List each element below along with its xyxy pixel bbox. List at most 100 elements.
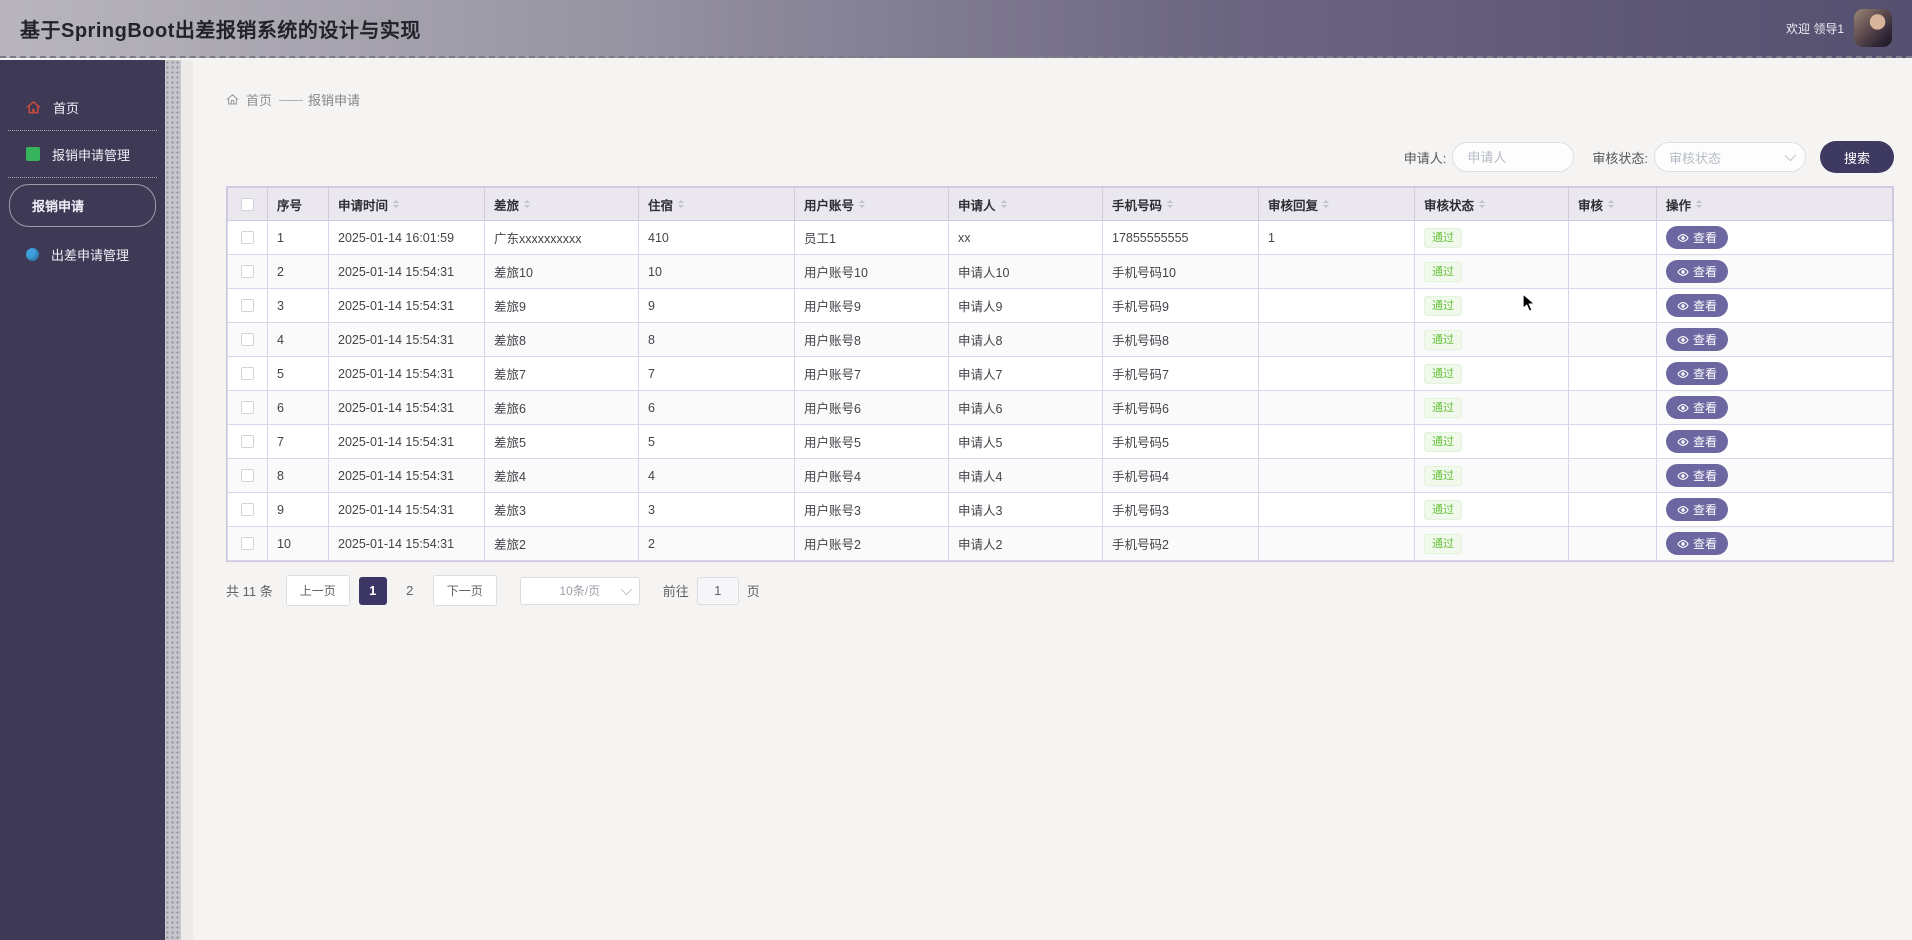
cell-apply-time: 2025-01-14 15:54:31 bbox=[328, 458, 485, 493]
column-header-6[interactable]: 申请人 bbox=[948, 187, 1103, 221]
chevron-down-icon bbox=[620, 583, 632, 595]
cell-account: 用户账号9 bbox=[794, 288, 949, 323]
status-select[interactable]: 审核状态 bbox=[1653, 142, 1806, 172]
sort-icon[interactable] bbox=[393, 200, 400, 208]
goto-page-input[interactable] bbox=[696, 576, 739, 605]
row-checkbox[interactable] bbox=[241, 401, 254, 414]
column-header-10[interactable]: 审核 bbox=[1568, 187, 1657, 221]
view-button[interactable]: 查看 bbox=[1666, 464, 1729, 487]
table-body: 1 2025-01-14 16:01:59 广东xxxxxxxxxx 410 员… bbox=[227, 220, 1893, 561]
applicant-input[interactable] bbox=[1452, 142, 1575, 172]
row-checkbox[interactable] bbox=[241, 367, 254, 380]
view-button[interactable]: 查看 bbox=[1666, 396, 1729, 419]
row-checkbox[interactable] bbox=[241, 333, 254, 346]
cell-trip: 差旅9 bbox=[484, 288, 639, 323]
status-badge: 通过 bbox=[1424, 363, 1462, 384]
sidebar-item-label: 出差申请管理 bbox=[51, 247, 130, 263]
sort-icon[interactable] bbox=[524, 200, 531, 208]
cell-audit-status: 通过 bbox=[1414, 492, 1569, 527]
cell-trip: 差旅7 bbox=[484, 356, 639, 391]
cell-apply-time: 2025-01-14 15:54:31 bbox=[328, 322, 485, 357]
goto-suffix: 页 bbox=[746, 584, 760, 599]
column-header-8[interactable]: 审核回复 bbox=[1258, 187, 1415, 221]
sidebar-item-trip-manage[interactable]: 出差申请管理 bbox=[0, 233, 165, 275]
cell-audit-status: 通过 bbox=[1414, 356, 1569, 391]
column-header-3[interactable]: 差旅 bbox=[484, 187, 639, 221]
sort-icon[interactable] bbox=[859, 200, 866, 208]
column-header-2[interactable]: 申请时间 bbox=[328, 187, 485, 221]
blue-circle-icon bbox=[26, 247, 39, 261]
row-checkbox[interactable] bbox=[241, 537, 254, 550]
row-checkbox[interactable] bbox=[241, 299, 254, 312]
cell-phone: 手机号码9 bbox=[1102, 288, 1259, 323]
cell-audit-status: 通过 bbox=[1414, 288, 1569, 323]
table-row: 1 2025-01-14 16:01:59 广东xxxxxxxxxx 410 员… bbox=[227, 220, 1893, 255]
cell-audit bbox=[1568, 356, 1657, 391]
cell-account: 用户账号8 bbox=[794, 322, 949, 357]
row-checkbox[interactable] bbox=[241, 265, 254, 278]
sort-icon[interactable] bbox=[1167, 200, 1174, 208]
sort-icon[interactable] bbox=[1323, 200, 1330, 208]
column-header-11[interactable]: 操作 bbox=[1656, 187, 1893, 221]
view-button[interactable]: 查看 bbox=[1666, 498, 1729, 521]
welcome-text: 欢迎 领导1 bbox=[1785, 21, 1844, 36]
view-button-label: 查看 bbox=[1693, 231, 1718, 245]
cell-audit bbox=[1568, 220, 1657, 255]
column-header-7[interactable]: 手机号码 bbox=[1102, 187, 1259, 221]
cell-applicant: 申请人4 bbox=[948, 458, 1103, 493]
breadcrumb-home-icon bbox=[226, 94, 239, 105]
column-header-4[interactable]: 住宿 bbox=[638, 187, 795, 221]
view-button[interactable]: 查看 bbox=[1666, 532, 1729, 555]
sidebar-item-home[interactable]: 首页 bbox=[0, 86, 165, 128]
cell-applicant: 申请人9 bbox=[948, 288, 1103, 323]
cell-seq: 2 bbox=[267, 254, 329, 289]
cell-phone: 手机号码10 bbox=[1102, 254, 1259, 289]
row-checkbox[interactable] bbox=[241, 469, 254, 482]
view-button[interactable]: 查看 bbox=[1666, 328, 1729, 351]
view-button-label: 查看 bbox=[1693, 333, 1718, 347]
sidebar-item-reimburse-apply[interactable]: 报销申请 bbox=[9, 184, 156, 227]
prev-page-button[interactable]: 上一页 bbox=[285, 575, 350, 606]
view-button[interactable]: 查看 bbox=[1666, 226, 1729, 249]
sort-icon[interactable] bbox=[1608, 200, 1615, 208]
page-size-select[interactable]: 10条/页 bbox=[519, 576, 640, 605]
page-number-1[interactable]: 1 bbox=[358, 576, 387, 605]
cell-hotel: 7 bbox=[638, 356, 795, 391]
cell-actions: 查看 bbox=[1656, 322, 1893, 357]
view-button[interactable]: 查看 bbox=[1666, 260, 1729, 283]
breadcrumb-home[interactable]: 首页 bbox=[246, 93, 273, 108]
sidebar-item-label: 报销申请 bbox=[32, 199, 85, 214]
sort-icon[interactable] bbox=[678, 200, 685, 208]
sidebar-scrollbar[interactable] bbox=[165, 60, 181, 940]
view-button[interactable]: 查看 bbox=[1666, 362, 1729, 385]
cell-audit bbox=[1568, 288, 1657, 323]
status-badge: 通过 bbox=[1424, 397, 1462, 418]
select-all-checkbox[interactable] bbox=[241, 197, 254, 211]
row-checkbox[interactable] bbox=[241, 231, 254, 244]
user-avatar[interactable] bbox=[1854, 9, 1892, 47]
status-badge: 通过 bbox=[1424, 227, 1462, 248]
sidebar-item-reimburse-manage[interactable]: 报销申请管理 bbox=[0, 133, 165, 175]
cell-audit bbox=[1568, 492, 1657, 527]
page-size-value: 10条/页 bbox=[559, 584, 601, 598]
sort-icon[interactable] bbox=[1696, 200, 1703, 208]
table-row: 5 2025-01-14 15:54:31 差旅7 7 用户账号7 申请人7 手… bbox=[227, 356, 1893, 391]
row-checkbox[interactable] bbox=[241, 503, 254, 516]
cell-phone: 手机号码7 bbox=[1102, 356, 1259, 391]
view-button[interactable]: 查看 bbox=[1666, 430, 1729, 453]
row-checkbox-cell bbox=[227, 322, 268, 357]
table-row: 4 2025-01-14 15:54:31 差旅8 8 用户账号8 申请人8 手… bbox=[227, 322, 1893, 357]
column-header-5[interactable]: 用户账号 bbox=[794, 187, 949, 221]
cell-seq: 1 bbox=[267, 220, 329, 255]
sort-icon[interactable] bbox=[1479, 200, 1486, 208]
total-count: 共 11 条 bbox=[226, 584, 273, 599]
row-checkbox[interactable] bbox=[241, 435, 254, 448]
home-icon bbox=[26, 100, 41, 113]
page-number-2[interactable]: 2 bbox=[406, 582, 414, 598]
column-header-9[interactable]: 审核状态 bbox=[1414, 187, 1569, 221]
search-button[interactable]: 搜索 bbox=[1819, 141, 1894, 173]
sort-icon[interactable] bbox=[1000, 200, 1007, 208]
view-icon bbox=[1677, 233, 1689, 242]
view-button[interactable]: 查看 bbox=[1666, 294, 1729, 317]
next-page-button[interactable]: 下一页 bbox=[432, 575, 497, 606]
